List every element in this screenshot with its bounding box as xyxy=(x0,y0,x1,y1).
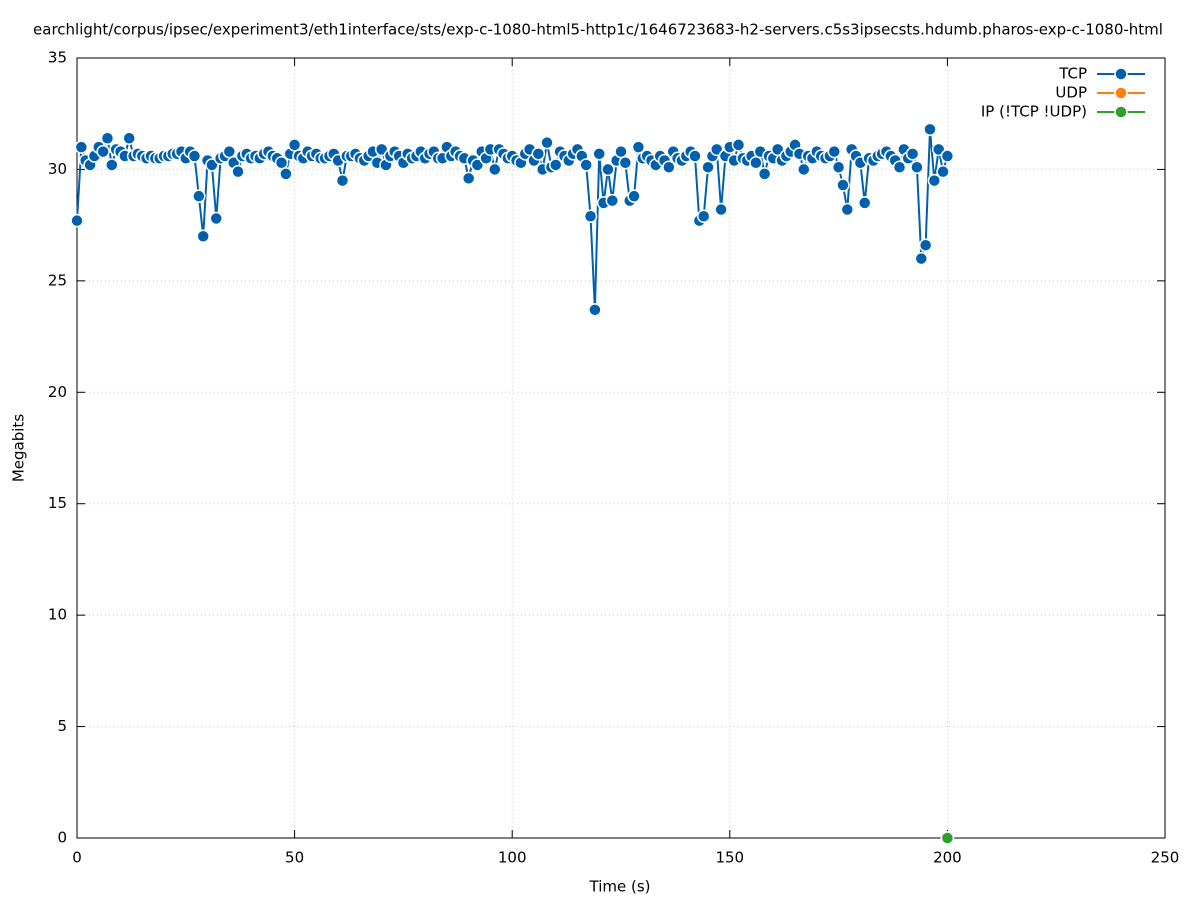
legend-swatch xyxy=(1114,105,1128,119)
data-point xyxy=(605,193,620,208)
legend-swatch xyxy=(1114,86,1128,100)
data-point xyxy=(840,202,855,217)
data-point xyxy=(714,202,728,217)
data-point xyxy=(857,196,872,210)
y-axis-label: Megabits xyxy=(10,414,28,482)
data-point xyxy=(905,147,920,161)
data-point xyxy=(940,831,955,845)
data-point xyxy=(192,189,206,203)
data-point xyxy=(827,144,841,159)
data-point xyxy=(579,158,593,172)
data-point xyxy=(662,160,676,174)
data-point xyxy=(531,147,546,161)
data-point xyxy=(583,209,598,223)
data-point xyxy=(70,213,84,228)
x-tick-label: 250 xyxy=(1151,849,1180,867)
data-point xyxy=(618,155,633,170)
data-point xyxy=(918,238,933,252)
data-point xyxy=(287,138,302,152)
x-tick-label: 100 xyxy=(498,849,527,867)
data-point xyxy=(74,140,89,154)
data-point xyxy=(688,149,702,163)
data-point xyxy=(196,229,210,244)
data-point xyxy=(461,171,476,186)
data-point xyxy=(374,142,389,157)
y-tick-label: 0 xyxy=(57,829,67,847)
legend-swatch xyxy=(1114,67,1128,81)
data-point xyxy=(279,167,293,181)
y-tick-label: 35 xyxy=(48,49,67,67)
data-point xyxy=(696,209,711,223)
y-tick-label: 5 xyxy=(57,717,67,735)
data-point xyxy=(335,173,350,188)
data-point xyxy=(940,149,955,163)
data-point xyxy=(831,160,846,174)
data-point xyxy=(488,162,502,177)
data-point xyxy=(540,135,554,150)
y-tick-label: 30 xyxy=(48,160,67,178)
data-point xyxy=(122,131,136,145)
chart-title: earchlight/corpus/ipsec/experiment3/eth1… xyxy=(33,21,1163,39)
data-point xyxy=(105,158,119,172)
data-point xyxy=(923,122,937,137)
data-point xyxy=(914,251,929,266)
data-point xyxy=(910,160,924,174)
x-axis-label: Time (s) xyxy=(589,878,651,896)
x-tick-label: 0 xyxy=(72,849,82,867)
data-point xyxy=(592,147,606,161)
data-point xyxy=(927,173,942,188)
data-point xyxy=(231,164,245,179)
data-point xyxy=(931,142,946,157)
data-point xyxy=(96,144,110,159)
data-point xyxy=(757,167,772,181)
data-point xyxy=(731,138,746,152)
data-point xyxy=(749,155,763,170)
data-point xyxy=(470,158,485,172)
x-tick-label: 200 xyxy=(933,849,962,867)
legend-label: TCP xyxy=(1058,65,1087,83)
data-point xyxy=(892,160,907,174)
y-tick-label: 10 xyxy=(48,606,67,624)
legend-label: IP (!TCP !UDP) xyxy=(981,103,1087,121)
x-tick-label: 50 xyxy=(285,849,304,867)
data-point xyxy=(588,303,602,317)
data-point xyxy=(209,211,224,226)
x-tick-label: 150 xyxy=(715,849,744,867)
y-tick-label: 20 xyxy=(48,383,67,401)
y-tick-label: 15 xyxy=(48,494,67,512)
plot-frame xyxy=(76,57,1166,839)
data-point xyxy=(205,158,219,172)
data-point xyxy=(627,189,641,203)
data-point xyxy=(614,144,628,159)
data-point xyxy=(836,178,850,192)
data-point xyxy=(797,162,811,177)
data-point xyxy=(187,149,202,163)
data-point xyxy=(222,144,237,159)
y-tick-label: 25 xyxy=(48,271,67,289)
legend-label: UDP xyxy=(1055,84,1087,102)
data-point xyxy=(936,164,950,179)
data-point xyxy=(709,142,724,157)
data-point xyxy=(701,160,715,174)
data-point xyxy=(548,158,563,172)
data-point xyxy=(100,131,115,145)
data-point xyxy=(601,162,615,177)
